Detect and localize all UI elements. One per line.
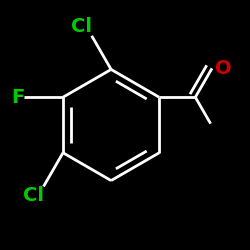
Text: Cl: Cl [71,17,92,36]
Text: Cl: Cl [22,186,44,206]
Text: O: O [215,59,232,78]
Text: F: F [11,88,24,107]
